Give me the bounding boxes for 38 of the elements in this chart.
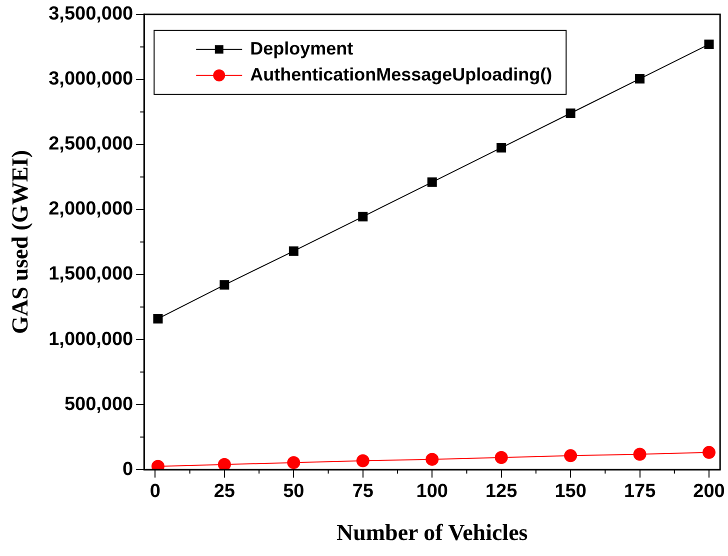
y-tick-label: 0 <box>122 458 134 480</box>
point <box>564 449 578 462</box>
x-tick-label: 200 <box>693 481 725 502</box>
point <box>566 108 576 118</box>
x-tick-label: 75 <box>352 481 374 502</box>
point <box>356 454 370 468</box>
point <box>635 74 645 84</box>
y-tick-label: 1,000,000 <box>48 328 134 350</box>
point <box>153 314 163 324</box>
point <box>427 177 437 187</box>
x-tick-label: 100 <box>416 481 448 502</box>
x-tick-label: 125 <box>485 481 518 502</box>
point <box>704 40 714 50</box>
y-axis-title: GAS used (GWEI) <box>8 150 33 334</box>
y-tick-label: 1,500,000 <box>48 264 134 285</box>
point <box>702 446 716 459</box>
point <box>496 142 506 152</box>
x-tick-label: 0 <box>150 481 160 502</box>
point <box>633 448 646 461</box>
x-tick-label: 175 <box>624 481 656 502</box>
point <box>358 212 368 222</box>
x-tick-label: 150 <box>554 481 586 502</box>
y-tick-label: 3,000,000 <box>48 68 134 90</box>
point <box>288 246 298 256</box>
point <box>220 280 230 290</box>
x-tick-label: 50 <box>283 481 304 502</box>
y-tick-label: 500,000 <box>64 394 134 415</box>
point <box>426 452 439 466</box>
point <box>287 456 300 470</box>
legend-label: Deployment <box>250 38 354 58</box>
point <box>494 451 508 464</box>
x-tick-label: 25 <box>214 481 236 502</box>
y-tick-label: 2,500,000 <box>48 134 134 155</box>
y-tick-label: 2,000,000 <box>48 198 134 220</box>
x-axis-title: Number of Vehicles <box>336 520 528 546</box>
point <box>218 458 231 470</box>
y-tick-label: 3,500,000 <box>48 4 134 25</box>
legend-label: AuthenticationMessageUploading() <box>250 64 552 84</box>
